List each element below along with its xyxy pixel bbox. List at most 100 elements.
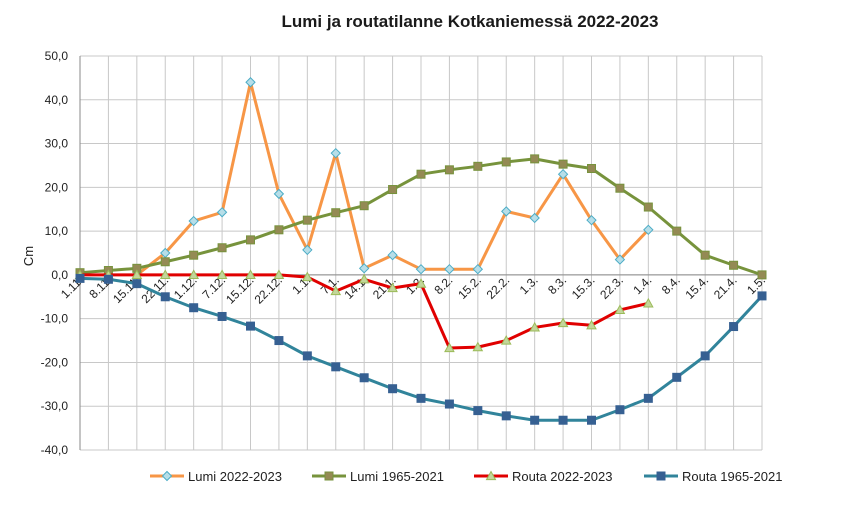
data-point bbox=[415, 263, 427, 275]
data-point bbox=[160, 292, 170, 302]
chart-title: Lumi ja routatilanne Kotkaniemessä 2022-… bbox=[282, 12, 659, 31]
data-point bbox=[530, 154, 540, 164]
series-routa-1965-2021 bbox=[75, 273, 767, 425]
data-point bbox=[103, 274, 113, 284]
data-point bbox=[159, 269, 171, 279]
data-point bbox=[757, 270, 767, 280]
data-point bbox=[586, 319, 597, 330]
data-point bbox=[729, 260, 739, 270]
data-point bbox=[557, 168, 569, 180]
x-tick-label: 8.3. bbox=[545, 273, 569, 297]
data-point bbox=[217, 243, 227, 253]
data-point bbox=[642, 297, 654, 308]
series-lumi-1965-2021 bbox=[75, 154, 767, 280]
y-tick-label: 0,0 bbox=[51, 268, 68, 282]
legend-item-routa-1965-2021: Routa 1965-2021 bbox=[644, 469, 782, 484]
legend: Lumi 2022-2023 Lumi 1965-2021 Routa 2022-2… bbox=[150, 469, 782, 484]
data-point bbox=[358, 273, 370, 284]
y-axis-label: Cm bbox=[21, 246, 36, 266]
data-point bbox=[216, 269, 228, 279]
data-point bbox=[217, 311, 227, 321]
data-point bbox=[587, 164, 596, 174]
data-point bbox=[301, 271, 313, 282]
data-point bbox=[274, 225, 284, 235]
x-tick-label: 15.2. bbox=[455, 273, 484, 302]
x-tick-label: 8.4. bbox=[659, 273, 683, 297]
data-point bbox=[444, 263, 455, 275]
data-point bbox=[501, 157, 511, 167]
data-point bbox=[246, 235, 255, 245]
data-point bbox=[188, 269, 200, 279]
data-point bbox=[614, 254, 626, 265]
data-point bbox=[302, 244, 313, 256]
data-point bbox=[131, 269, 143, 279]
data-point bbox=[614, 304, 626, 315]
legend-item-lumi-2022-2023: Lumi 2022-2023 bbox=[150, 469, 282, 484]
y-tick-label: -20,0 bbox=[41, 355, 69, 369]
data-point bbox=[672, 372, 682, 382]
y-tick-label: 10,0 bbox=[45, 224, 69, 238]
data-point bbox=[557, 317, 569, 328]
data-point bbox=[672, 226, 682, 236]
data-point bbox=[330, 285, 342, 296]
x-tick-label: 21.4. bbox=[711, 273, 740, 302]
data-point bbox=[501, 411, 511, 421]
axes: 50,0 40,0 30,0 20,0 10,0 0,0 -10,0 -20,0 -30,0 -4… bbox=[41, 49, 768, 457]
legend-swatch-marker bbox=[161, 470, 173, 482]
legend-item-lumi-1965-2021: Lumi 1965-2021 bbox=[312, 469, 444, 484]
data-point bbox=[416, 169, 426, 179]
data-point bbox=[473, 161, 483, 171]
data-point bbox=[700, 250, 710, 260]
data-point bbox=[643, 202, 653, 212]
series-layer bbox=[74, 77, 767, 425]
data-point bbox=[529, 212, 540, 224]
legend-label: Routa 2022-2023 bbox=[512, 469, 612, 484]
data-point bbox=[700, 351, 710, 361]
data-point bbox=[273, 188, 285, 200]
data-point bbox=[643, 224, 654, 236]
data-point bbox=[330, 147, 341, 159]
legend-label: Lumi 2022-2023 bbox=[188, 469, 282, 484]
data-point bbox=[359, 373, 369, 383]
x-tick-label: 22.2. bbox=[484, 273, 513, 302]
data-point bbox=[189, 303, 199, 313]
data-point bbox=[587, 415, 596, 425]
data-point bbox=[643, 393, 653, 403]
data-point bbox=[444, 399, 454, 409]
y-tick-label: -10,0 bbox=[41, 312, 69, 326]
data-point bbox=[415, 278, 427, 288]
data-point bbox=[245, 269, 256, 279]
data-point bbox=[358, 263, 370, 274]
y-tick-label: 20,0 bbox=[45, 180, 69, 194]
data-point bbox=[729, 322, 739, 332]
data-point bbox=[615, 405, 625, 415]
data-point bbox=[388, 384, 398, 394]
data-point bbox=[500, 335, 512, 345]
data-point bbox=[245, 77, 256, 88]
legend-swatch-marker bbox=[656, 471, 666, 481]
legend-item-routa-2022-2023: Routa 2022-2023 bbox=[474, 469, 612, 484]
legend-label: Routa 1965-2021 bbox=[682, 469, 782, 484]
data-point bbox=[529, 321, 541, 332]
x-tick-label: 8.2. bbox=[431, 273, 455, 297]
data-point bbox=[302, 351, 312, 361]
data-point bbox=[246, 321, 255, 331]
data-point bbox=[558, 415, 568, 425]
data-point bbox=[501, 206, 512, 217]
data-point bbox=[757, 291, 767, 301]
data-point bbox=[216, 207, 228, 218]
data-point bbox=[331, 208, 341, 218]
data-point bbox=[387, 282, 398, 293]
data-point bbox=[302, 215, 312, 225]
data-point bbox=[388, 185, 398, 195]
y-tick-label: 50,0 bbox=[45, 49, 69, 63]
y-tick-label: 30,0 bbox=[45, 137, 69, 151]
data-point bbox=[274, 336, 284, 346]
y-tick-label: -40,0 bbox=[41, 443, 69, 457]
data-point bbox=[473, 406, 483, 416]
data-point bbox=[530, 415, 540, 425]
x-tick-label: 1.4. bbox=[630, 273, 654, 297]
data-point bbox=[558, 159, 568, 169]
